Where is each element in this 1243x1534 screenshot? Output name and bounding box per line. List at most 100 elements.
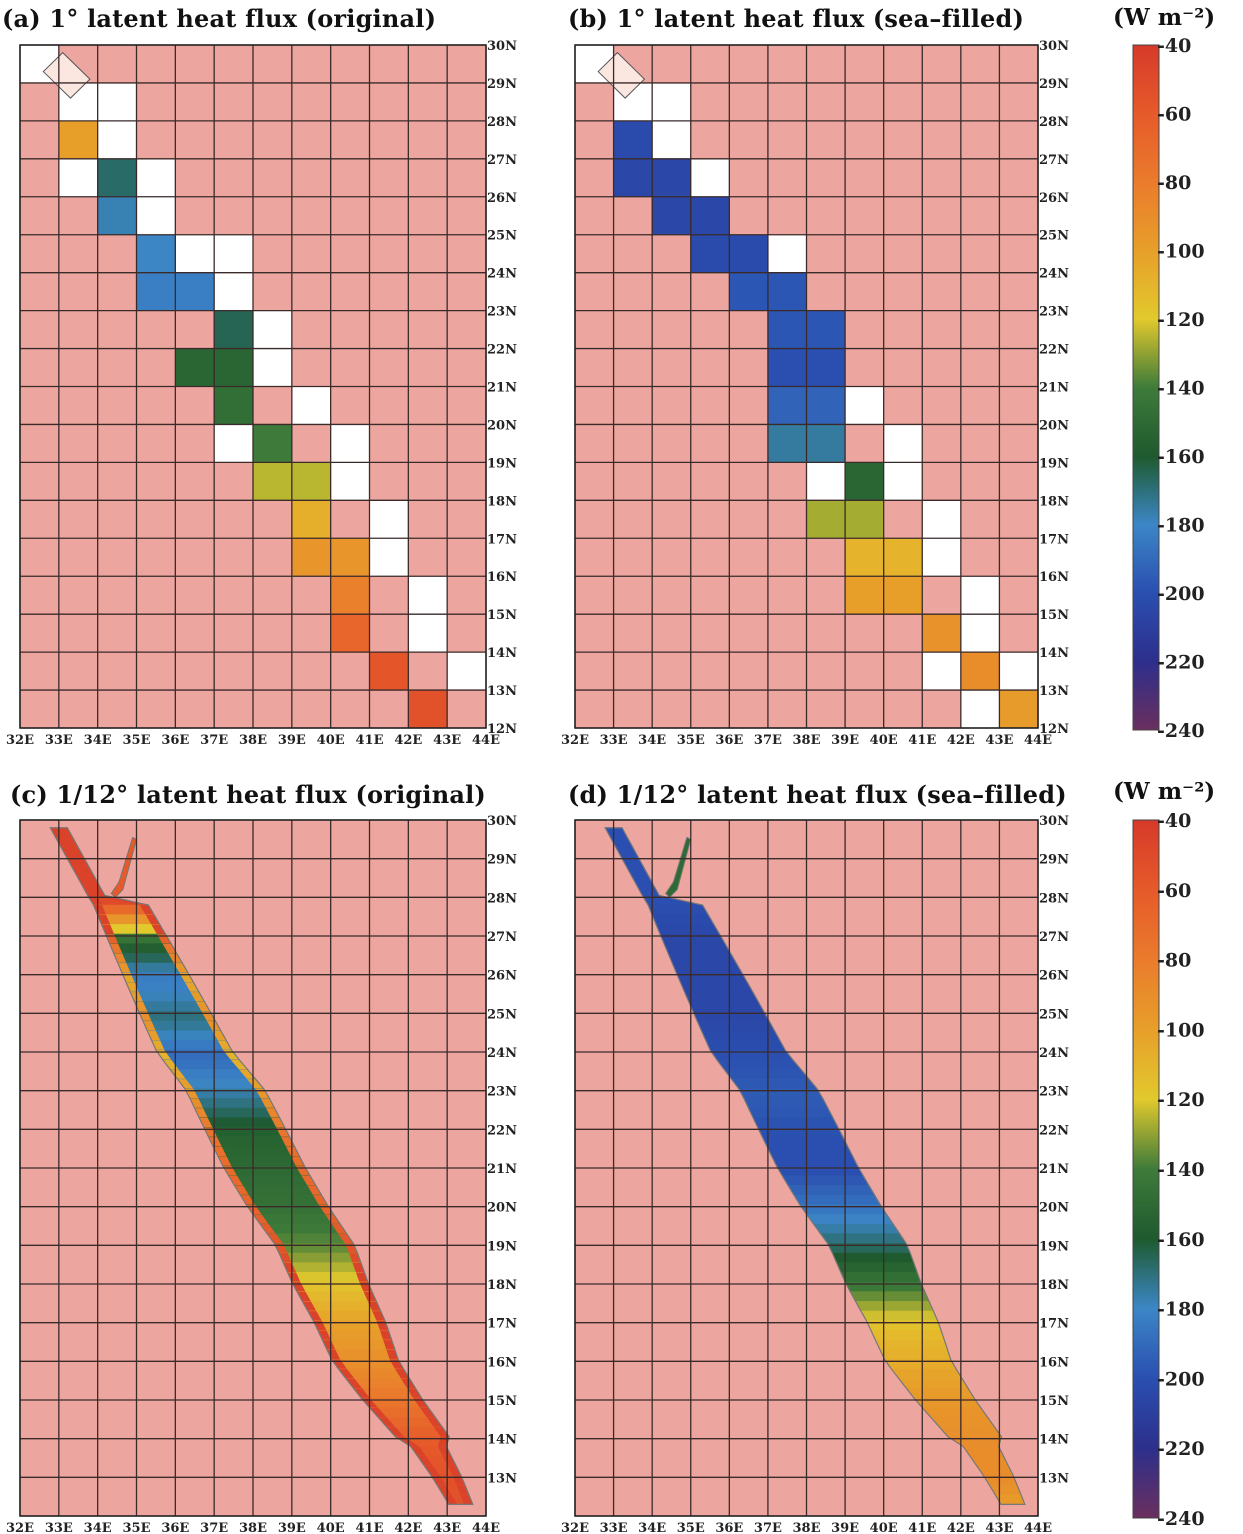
flux-strip — [747, 1107, 834, 1119]
lat-label: 14N — [1039, 646, 1069, 661]
lon-label: 32E — [6, 733, 34, 748]
coastal-band — [302, 1301, 317, 1312]
map-frame — [19, 819, 487, 1517]
coastal-band — [442, 1494, 458, 1505]
flux-cell — [613, 120, 653, 159]
model-cell — [922, 652, 961, 691]
lat-label: 28N — [487, 115, 517, 130]
lon-label: 42E — [947, 1521, 975, 1534]
lon-label: 43E — [985, 733, 1013, 748]
colorbar-top-unit: (W m⁻²) — [1113, 4, 1216, 31]
coastal-band — [419, 1407, 436, 1418]
coastal-band — [271, 1117, 285, 1128]
coastal-band — [212, 1030, 227, 1041]
model-cell — [175, 234, 215, 273]
lat-label: 25N — [487, 1007, 517, 1022]
flux-cell — [214, 348, 253, 387]
model-cell — [806, 462, 846, 501]
lon-label: 43E — [433, 733, 461, 748]
lat-label: 21N — [1039, 381, 1069, 396]
coastal-band — [147, 1030, 161, 1041]
coastal-band — [69, 847, 84, 857]
lat-label: 17N — [1039, 1317, 1069, 1332]
model-cell — [369, 538, 409, 577]
lon-label: 44E — [1024, 1521, 1052, 1534]
lat-label: 18N — [487, 494, 517, 509]
lat-label: 22N — [1039, 343, 1069, 358]
map-panel-c: 32E 33E 34E 35E 36E 37E 38E 39E 40E 41E 42E 43E 44E 3… — [6, 814, 517, 1534]
coastal-band — [426, 1417, 443, 1428]
map-panel-a: 32E 33E 34E 35E 36E 37E 38E 39E 40E 41E 42E 43E 44E 3… — [6, 39, 517, 748]
coastal-band — [367, 1301, 381, 1312]
lon-label: 38E — [239, 1521, 267, 1534]
lon-label: 41E — [908, 1521, 936, 1534]
coastal-band — [228, 1175, 243, 1186]
coastal-band — [247, 1079, 264, 1089]
flux-strip — [921, 1407, 989, 1418]
lat-label: 24N — [487, 267, 517, 282]
lon-label: 42E — [394, 733, 422, 748]
flux-strip — [890, 1368, 963, 1380]
flux-strip — [787, 1185, 876, 1196]
coastal-band — [71, 866, 86, 877]
coastal-band — [286, 1146, 300, 1157]
flux-cell — [253, 424, 292, 463]
lat-label: 28N — [1039, 891, 1069, 906]
gulf-cell — [597, 51, 646, 99]
coastline — [49, 827, 474, 1506]
coastal-band — [317, 1330, 331, 1341]
coastal-band — [234, 1185, 249, 1196]
coastal-band — [230, 1059, 248, 1070]
lat-label: 23N — [487, 305, 517, 320]
lon-label: 35E — [123, 1521, 151, 1534]
model-cell — [214, 272, 253, 311]
flux-strip — [905, 1388, 975, 1399]
colorbar-tick-label: -120 — [1157, 309, 1205, 331]
flux-strip — [938, 1426, 1003, 1438]
coastal-band — [199, 1117, 213, 1128]
lat-label: 13N — [1039, 684, 1069, 699]
flux-strip — [696, 1020, 776, 1032]
coastal-band — [447, 1465, 461, 1476]
lon-label: 35E — [677, 1521, 705, 1534]
map-panel-d: 32E 33E 34E 35E 36E 37E 38E 39E 40E 41E 42E 43E 44E 3… — [561, 814, 1069, 1534]
coastal-band — [238, 1069, 256, 1080]
lat-label: 13N — [1039, 1471, 1069, 1486]
coastal-band — [260, 1224, 276, 1234]
coastal-band — [372, 1311, 386, 1321]
flux-cell — [58, 120, 98, 159]
colorbar-tick-label: -120 — [1157, 1089, 1205, 1111]
flux-cell — [806, 424, 846, 463]
model-cell — [369, 500, 409, 539]
flux-cell — [175, 348, 215, 387]
flux-strip — [208, 1136, 296, 1148]
model-cell — [330, 424, 370, 463]
coastal-band — [291, 1156, 305, 1167]
flux-cell — [136, 234, 176, 273]
panel-d-title: (d) 1/12° latent heat flux (sea–filled) — [568, 780, 1067, 809]
lon-label: 34E — [638, 733, 666, 748]
lat-label: 23N — [487, 1085, 517, 1100]
model-cell — [999, 652, 1038, 691]
lat-label: 20N — [1039, 1201, 1069, 1216]
colorbar-tick-label: -180 — [1157, 515, 1205, 537]
coastal-band — [82, 885, 97, 896]
lat-label: 16N — [487, 1355, 517, 1370]
flux-cell — [806, 500, 846, 539]
coastal-band — [297, 1291, 311, 1302]
lat-label: 27N — [487, 153, 517, 168]
lon-label: 33E — [45, 1521, 73, 1534]
flux-strip — [849, 1291, 930, 1302]
lat-label: 19N — [1039, 456, 1069, 471]
model-cell — [214, 424, 253, 463]
panel-a-title: (a) 1° latent heat flux (original) — [2, 4, 437, 33]
lat-label: 16N — [1039, 570, 1069, 585]
lon-label: 41E — [908, 733, 936, 748]
colorbar-tick-label: -200 — [1157, 583, 1205, 605]
lat-label: 25N — [487, 229, 517, 244]
flux-strip — [212, 1146, 301, 1157]
map-panel-b: 32E 33E 34E 35E 36E 37E 38E 39E 40E 41E 42E 43E 44E 3… — [561, 39, 1069, 748]
lat-label: 14N — [487, 1433, 517, 1448]
coastal-band — [407, 1388, 422, 1399]
lat-label: 26N — [1039, 191, 1069, 206]
